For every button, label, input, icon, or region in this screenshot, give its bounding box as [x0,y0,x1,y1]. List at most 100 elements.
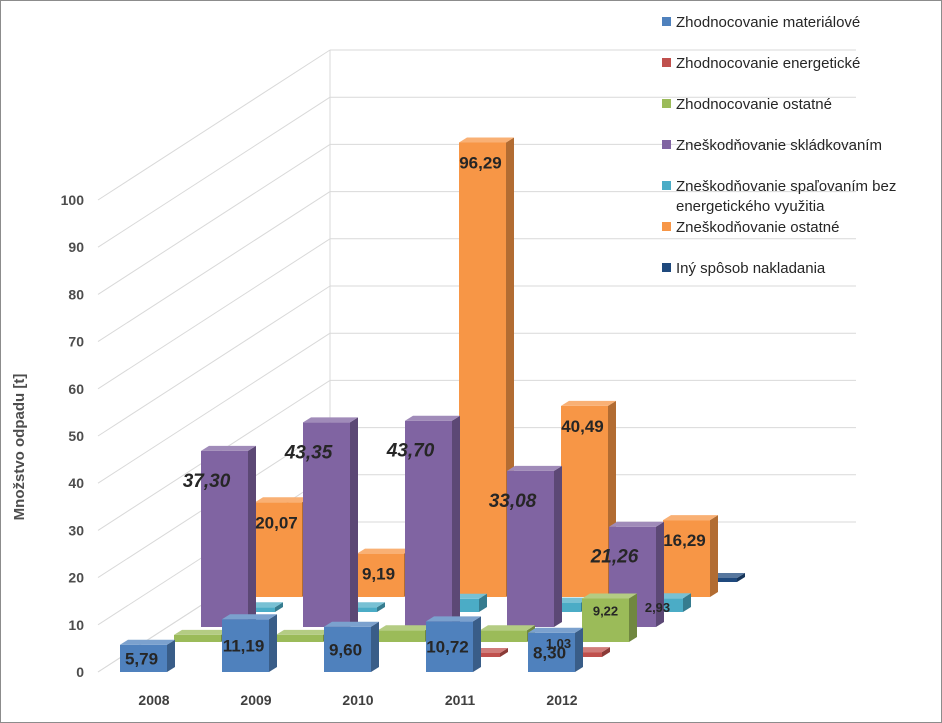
data-label: 16,29 [663,531,706,550]
y-tick-label: 60 [68,381,84,397]
legend-label: Zhodnocovanie energetické [676,55,860,72]
bar-front [174,634,221,642]
y-tick-label: 90 [68,239,84,255]
legend-label: Zhodnocovanie materiálové [676,14,860,31]
bar-front [378,630,425,642]
data-label: 21,26 [590,547,639,568]
legend-item: Zhodnocovanie ostatné [662,96,832,113]
bar-top [222,614,277,620]
bar-side [479,593,487,612]
bar-front [528,632,575,672]
bar-top [609,521,664,527]
bar-front [405,420,452,627]
bar-top [378,625,433,631]
legend-item: Zhodnocovanie energetické [662,55,860,72]
x-tick-label: 2010 [342,692,373,708]
data-label: 33,08 [489,491,537,512]
data-label: 43,35 [284,442,333,463]
bar-front [201,450,248,627]
bar-side [683,593,691,612]
bar-top [174,629,229,635]
bar-side [371,621,379,672]
bar-top [582,593,637,599]
bar [201,445,256,627]
x-axis: 2008 2009 2010 2011 2012 [138,692,577,708]
legend-swatch [662,181,671,190]
bar-front [324,626,371,672]
data-label: 40,49 [561,417,604,436]
bar-top [426,616,481,622]
bar-side [629,593,637,642]
legend-swatch [662,58,671,67]
bar [459,137,514,597]
bar-front [561,405,608,597]
y-tick-label: 50 [68,428,84,444]
bar [255,497,310,597]
bar-top [357,548,412,554]
legend-item: Iný spôsob nakladania [662,260,826,277]
gridline-side [97,238,331,390]
y-tick-label: 30 [68,522,84,538]
bar [120,639,175,672]
legend-label: Zneškodňovanie skládkovaním [676,137,882,154]
legend-item: Zneškodňovanie ostatné [662,219,839,236]
bar-side [275,602,283,612]
y-axis: 0 10 20 30 40 50 60 70 80 90 100 Množstvo odpadu [t… [11,192,84,680]
data-label: 9,60 [329,640,362,659]
bar-top [201,445,256,451]
x-tick-label: 2008 [138,692,169,708]
data-label: 9,19 [362,565,395,584]
bar-top [324,621,379,627]
y-tick-label: 20 [68,570,84,586]
bar [378,625,433,642]
bar [426,616,481,672]
bar-side [377,602,385,612]
legend: Zhodnocovanie materiálové Zhodnocovanie e… [662,14,896,277]
data-label: 2,93 [645,600,670,615]
data-label: 10,72 [426,638,469,657]
y-axis-title: Množstvo odpadu [t] [11,374,28,521]
bar-front [582,598,629,642]
y-tick-label: 70 [68,334,84,350]
bar-side [737,573,745,582]
legend-swatch [662,99,671,108]
bar-top [405,415,460,421]
bar-front [357,553,404,597]
bar-top [663,515,718,521]
bar-front [459,142,506,597]
bar [582,593,637,642]
bar-front [303,422,350,627]
y-tick-label: 40 [68,475,84,491]
bar-side [473,616,481,672]
bar-top [507,465,562,471]
bar [528,627,583,672]
data-label: 11,19 [223,637,265,656]
bar-top [276,629,331,635]
data-label: 37,30 [183,471,231,492]
data-labels: 20,07 9,19 96,29 40,49 16,29 2,93 37,30 43,35 43… [125,154,706,669]
bar-side [554,465,562,627]
bar [480,625,535,642]
bar-side [710,515,718,597]
bar-front [663,520,710,597]
legend-item: Zneškodňovanie skládkovaním [662,137,882,154]
bar-side [248,445,256,627]
bar-front [276,634,323,642]
bar-top [528,627,583,633]
bar-side [167,639,175,672]
bar-top [480,625,535,631]
bar-front [480,630,527,642]
legend-item: Zneškodňovanie spaľovaním bez energetické… [662,178,896,215]
data-label: 8,30 [533,643,566,662]
gridline-side [97,332,331,484]
legend-swatch [662,222,671,231]
bar-front [222,619,269,672]
bar [276,629,331,642]
bar [303,417,358,627]
bar-top [120,639,175,645]
data-label: 5,79 [125,649,158,668]
bar-side [452,415,460,627]
bar-front [426,621,473,672]
legend-label-cont: energetického využitia [676,198,825,215]
